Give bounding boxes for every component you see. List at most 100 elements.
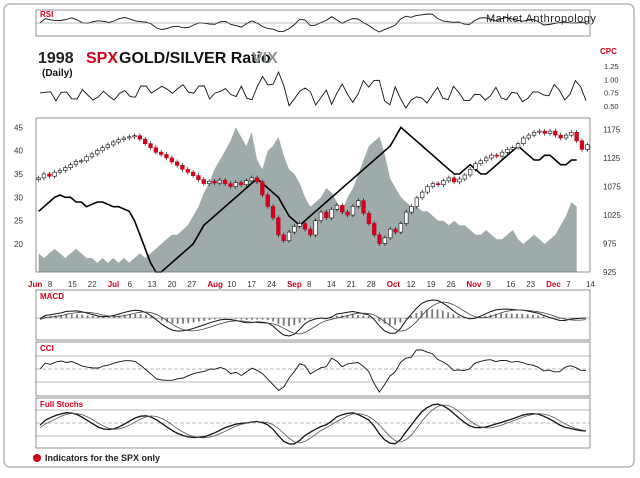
candle: [245, 181, 249, 185]
candle: [367, 213, 371, 223]
macd-histogram-bar: [304, 318, 306, 320]
x-tick-label: 8: [307, 280, 312, 289]
x-tick-label: 6: [128, 280, 133, 289]
macd-histogram-bar: [172, 318, 174, 323]
candle: [522, 138, 526, 144]
title-period: (Daily): [42, 68, 73, 79]
x-tick-label: 28: [367, 280, 376, 289]
candle: [239, 183, 243, 185]
candle: [372, 224, 376, 235]
candle: [138, 136, 142, 139]
left-tick-label: 35: [14, 170, 23, 179]
macd-histogram-bar: [87, 315, 89, 318]
candle: [261, 182, 265, 195]
macd-histogram-bar: [309, 318, 311, 319]
macd-histogram-bar: [140, 314, 142, 318]
x-tick-label: 15: [68, 280, 77, 289]
candle: [170, 158, 174, 162]
title-spx: SPX: [86, 50, 118, 67]
candle: [191, 172, 195, 175]
x-tick-label: Jul: [108, 280, 120, 289]
candle: [356, 201, 360, 207]
candle: [554, 131, 558, 135]
candle: [399, 224, 403, 233]
candle: [532, 132, 536, 135]
candle: [159, 152, 163, 154]
macd-histogram-bar: [76, 314, 78, 318]
candle: [319, 212, 323, 221]
candle: [154, 148, 158, 153]
stochs-label: Full Stochs: [40, 400, 84, 409]
macd-histogram-bar: [283, 318, 285, 326]
title-vix: VIX: [252, 50, 278, 67]
macd-histogram-bar: [415, 313, 417, 318]
candle: [447, 178, 451, 181]
x-tick-label: 16: [506, 280, 515, 289]
macd-histogram-bar: [66, 315, 68, 319]
candle: [415, 198, 419, 207]
candle: [122, 138, 126, 140]
macd-histogram-bar: [134, 314, 136, 318]
macd-histogram-bar: [511, 314, 513, 318]
candle: [293, 226, 297, 232]
macd-histogram-bar: [214, 318, 216, 319]
macd-histogram-bar: [357, 315, 359, 318]
candle: [511, 148, 515, 150]
x-tick-label: Dec: [546, 280, 561, 289]
x-tick-label: 19: [427, 280, 436, 289]
x-tick-label: 23: [526, 280, 535, 289]
candle: [149, 144, 153, 148]
macd-histogram-bar: [262, 318, 264, 320]
macd-histogram-bar: [156, 318, 158, 319]
x-tick-label: 20: [168, 280, 177, 289]
x-tick-label: 9: [486, 280, 491, 289]
candle: [186, 169, 190, 172]
candle: [458, 179, 462, 182]
macd-histogram-bar: [500, 314, 502, 319]
candle: [298, 224, 302, 227]
candle: [495, 155, 499, 156]
candle: [79, 161, 83, 162]
candle: [527, 135, 531, 138]
candle: [143, 139, 147, 144]
candle: [69, 165, 73, 168]
macd-histogram-bar: [431, 309, 433, 318]
candle: [303, 224, 307, 230]
right-tick-label: 1125: [603, 154, 621, 163]
macd-histogram-bar: [527, 314, 529, 318]
candle: [506, 149, 510, 152]
right-tick-label: 1075: [603, 182, 621, 191]
candle: [404, 212, 408, 223]
candle: [410, 206, 414, 212]
candle: [436, 184, 440, 185]
candle: [63, 168, 67, 171]
x-tick-label: 14: [327, 280, 336, 289]
candle: [48, 174, 52, 176]
macd-histogram-bar: [278, 318, 280, 324]
candle: [570, 132, 574, 135]
macd-histogram-bar: [251, 318, 253, 320]
macd-histogram-bar: [543, 316, 545, 318]
macd-histogram-bar: [506, 313, 508, 318]
candle: [500, 152, 504, 156]
macd-histogram-bar: [521, 314, 523, 318]
candle: [426, 186, 430, 192]
macd-histogram-bar: [198, 318, 200, 322]
x-tick-label: 27: [187, 280, 196, 289]
candle: [479, 161, 483, 164]
macd-histogram-bar: [389, 318, 391, 325]
macd-histogram-bar: [288, 318, 290, 326]
x-tick-label: 26: [447, 280, 456, 289]
macd-histogram-bar: [394, 318, 396, 325]
candle: [468, 169, 472, 175]
right-tick-label: 1025: [603, 211, 621, 220]
candle: [165, 155, 169, 158]
right-tick-label: 925: [603, 268, 617, 277]
candle: [516, 144, 520, 148]
candle: [543, 131, 547, 133]
left-tick-label: 40: [14, 147, 23, 156]
macd-histogram-bar: [182, 318, 184, 324]
cpc-tick-label: 1.00: [604, 75, 619, 84]
